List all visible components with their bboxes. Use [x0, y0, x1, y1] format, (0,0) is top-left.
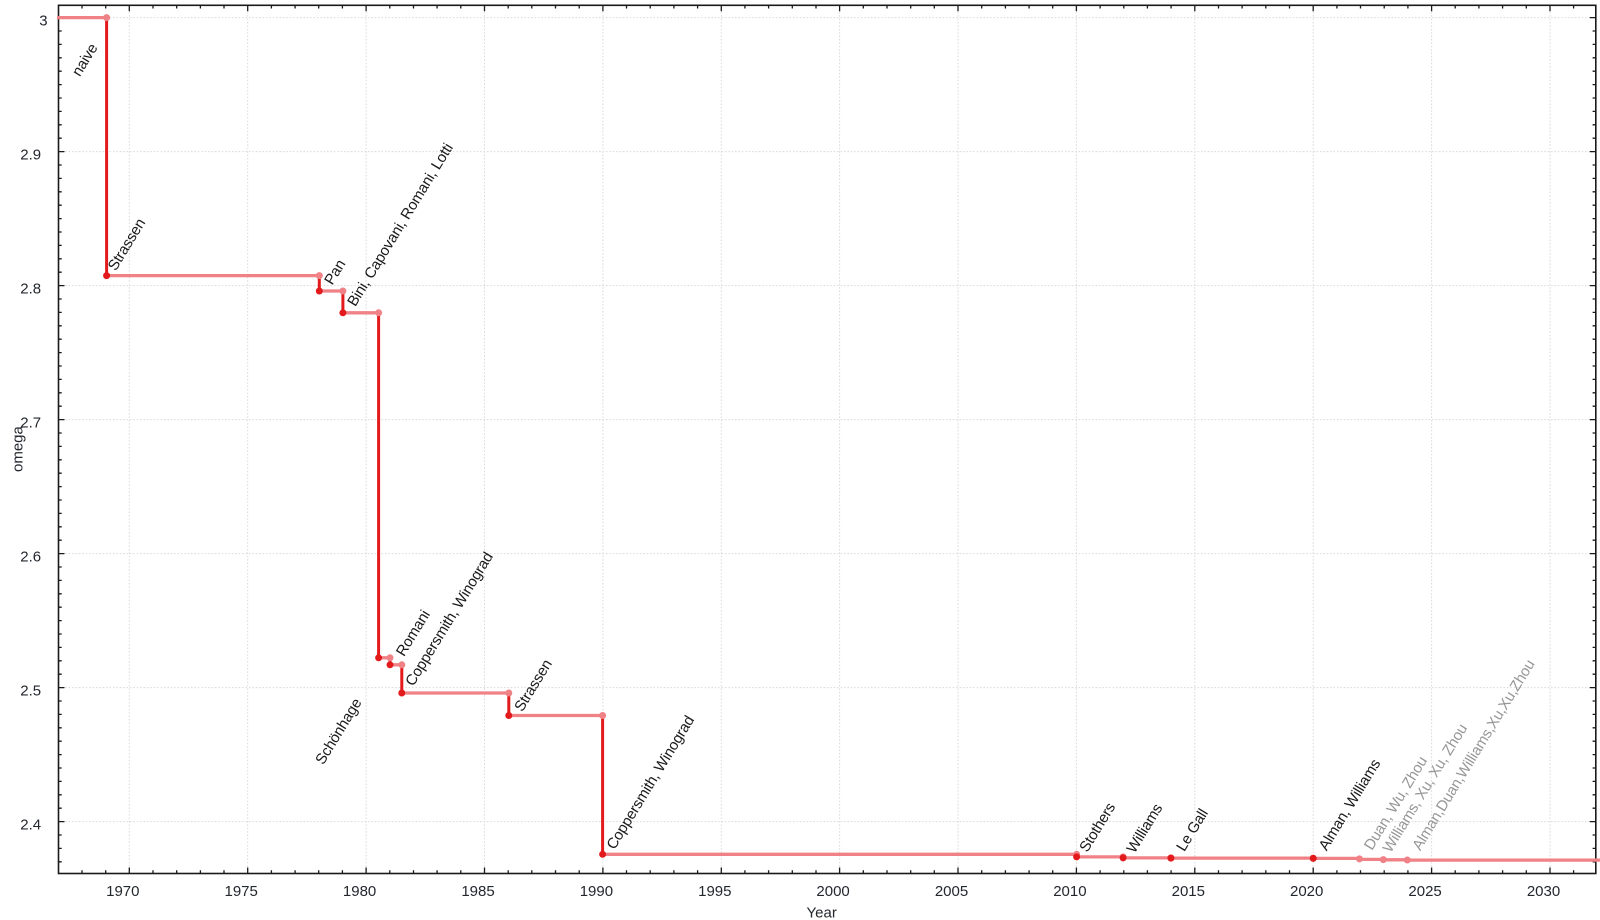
svg-text:2.4: 2.4: [20, 816, 41, 833]
svg-text:Year: Year: [807, 905, 837, 920]
svg-text:1985: 1985: [461, 883, 494, 900]
svg-text:1990: 1990: [580, 883, 613, 900]
svg-text:3: 3: [39, 12, 47, 29]
svg-text:2.9: 2.9: [20, 146, 41, 163]
svg-text:2015: 2015: [1172, 883, 1205, 900]
svg-text:2010: 2010: [1053, 883, 1086, 900]
svg-text:1980: 1980: [343, 883, 376, 900]
svg-text:2005: 2005: [935, 883, 968, 900]
svg-text:2.7: 2.7: [20, 414, 41, 431]
svg-text:2025: 2025: [1408, 883, 1441, 900]
svg-text:2.8: 2.8: [20, 280, 41, 297]
svg-text:2.6: 2.6: [20, 548, 41, 565]
svg-text:1995: 1995: [698, 883, 731, 900]
svg-text:1970: 1970: [106, 883, 139, 900]
svg-text:2030: 2030: [1527, 883, 1560, 900]
svg-text:2020: 2020: [1290, 883, 1323, 900]
svg-text:1975: 1975: [225, 883, 258, 900]
svg-text:2.5: 2.5: [20, 682, 41, 699]
svg-text:2000: 2000: [816, 883, 849, 900]
svg-text:omega: omega: [10, 425, 27, 472]
